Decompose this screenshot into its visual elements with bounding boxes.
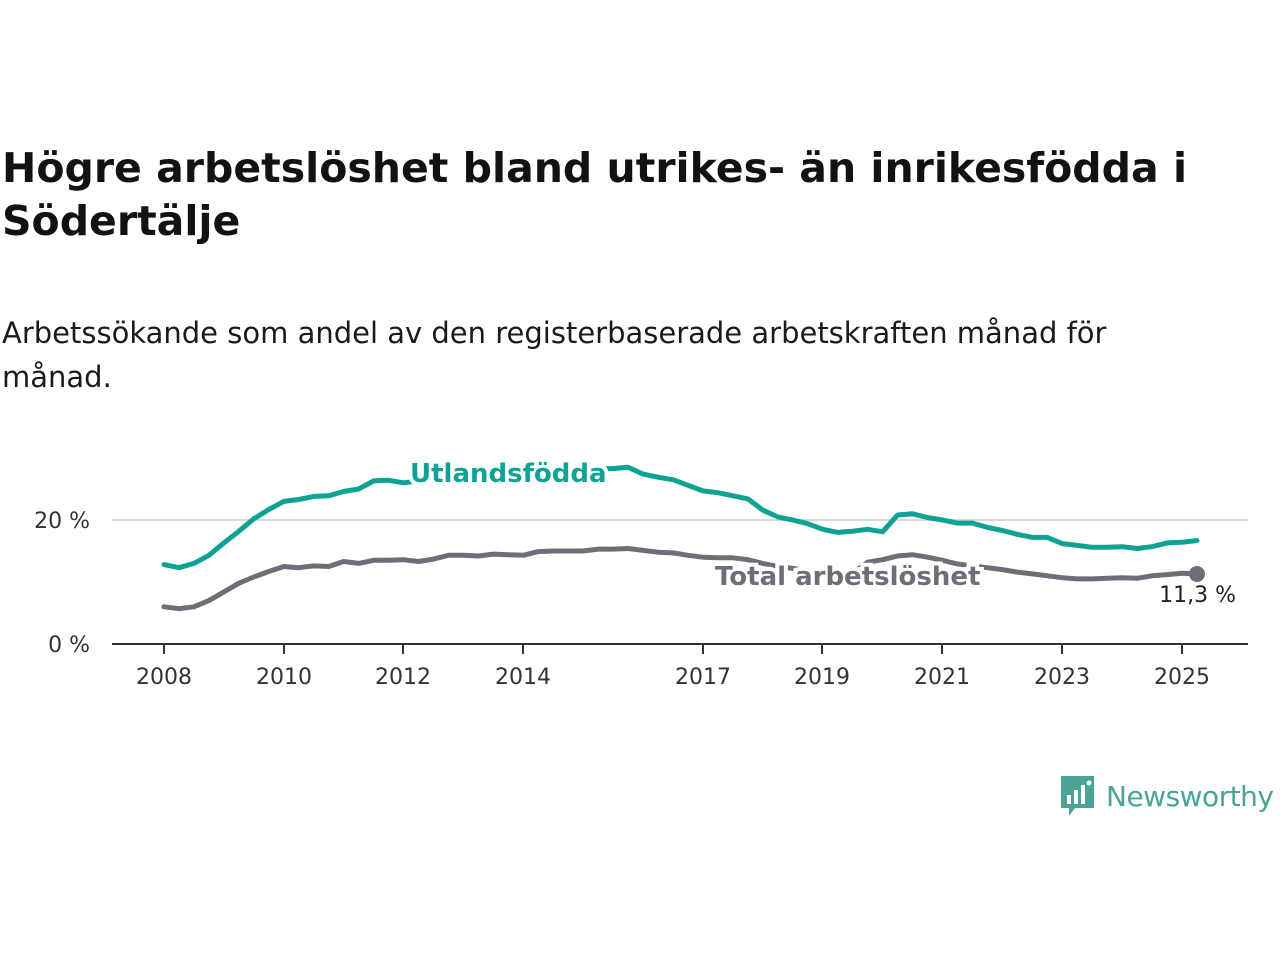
series-layer [161, 464, 1200, 612]
series-line-total [161, 546, 1200, 612]
newsworthy-logo-icon [1061, 776, 1094, 816]
series-line-utlandsfodda [161, 464, 1200, 571]
series-label-total: Total arbetslöshet [715, 562, 980, 592]
newsworthy-logo: Newsworthy [1058, 772, 1274, 820]
newsworthy-logo-text: Newsworthy [1106, 779, 1274, 813]
x-tick-label: 2017 [675, 665, 731, 690]
series-label-utlandsfodda: Utlandsfödda [410, 459, 607, 489]
x-tick-label: 2021 [914, 665, 970, 690]
end-value-label: 11,3 % [1159, 583, 1236, 608]
chart-title: Högre arbetslöshet bland utrikes- än inr… [2, 144, 1187, 245]
x-tick-label: 2014 [495, 665, 551, 690]
x-axis: 2008 2010 2012 2014 2017 2019 2021 2023 2025 [112, 643, 1248, 690]
x-tick-label: 2008 [136, 665, 192, 690]
x-tick-label: 2023 [1034, 665, 1090, 690]
label-layer: Utlandsfödda Total arbetslöshet 11,3 % [406, 455, 1236, 608]
end-point-marker [1188, 565, 1205, 582]
x-tick-label: 2010 [256, 665, 312, 690]
y-tick-label: 0 % [48, 633, 90, 658]
x-tick-label: 2012 [375, 665, 431, 690]
grid-layer: 0 % 20 % [34, 509, 1248, 658]
y-tick-label: 20 % [34, 509, 90, 534]
chart-subtitle: Arbetssökande som andel av den registerb… [2, 316, 1107, 394]
x-tick-label: 2025 [1154, 665, 1210, 690]
x-tick-label: 2019 [794, 665, 850, 690]
